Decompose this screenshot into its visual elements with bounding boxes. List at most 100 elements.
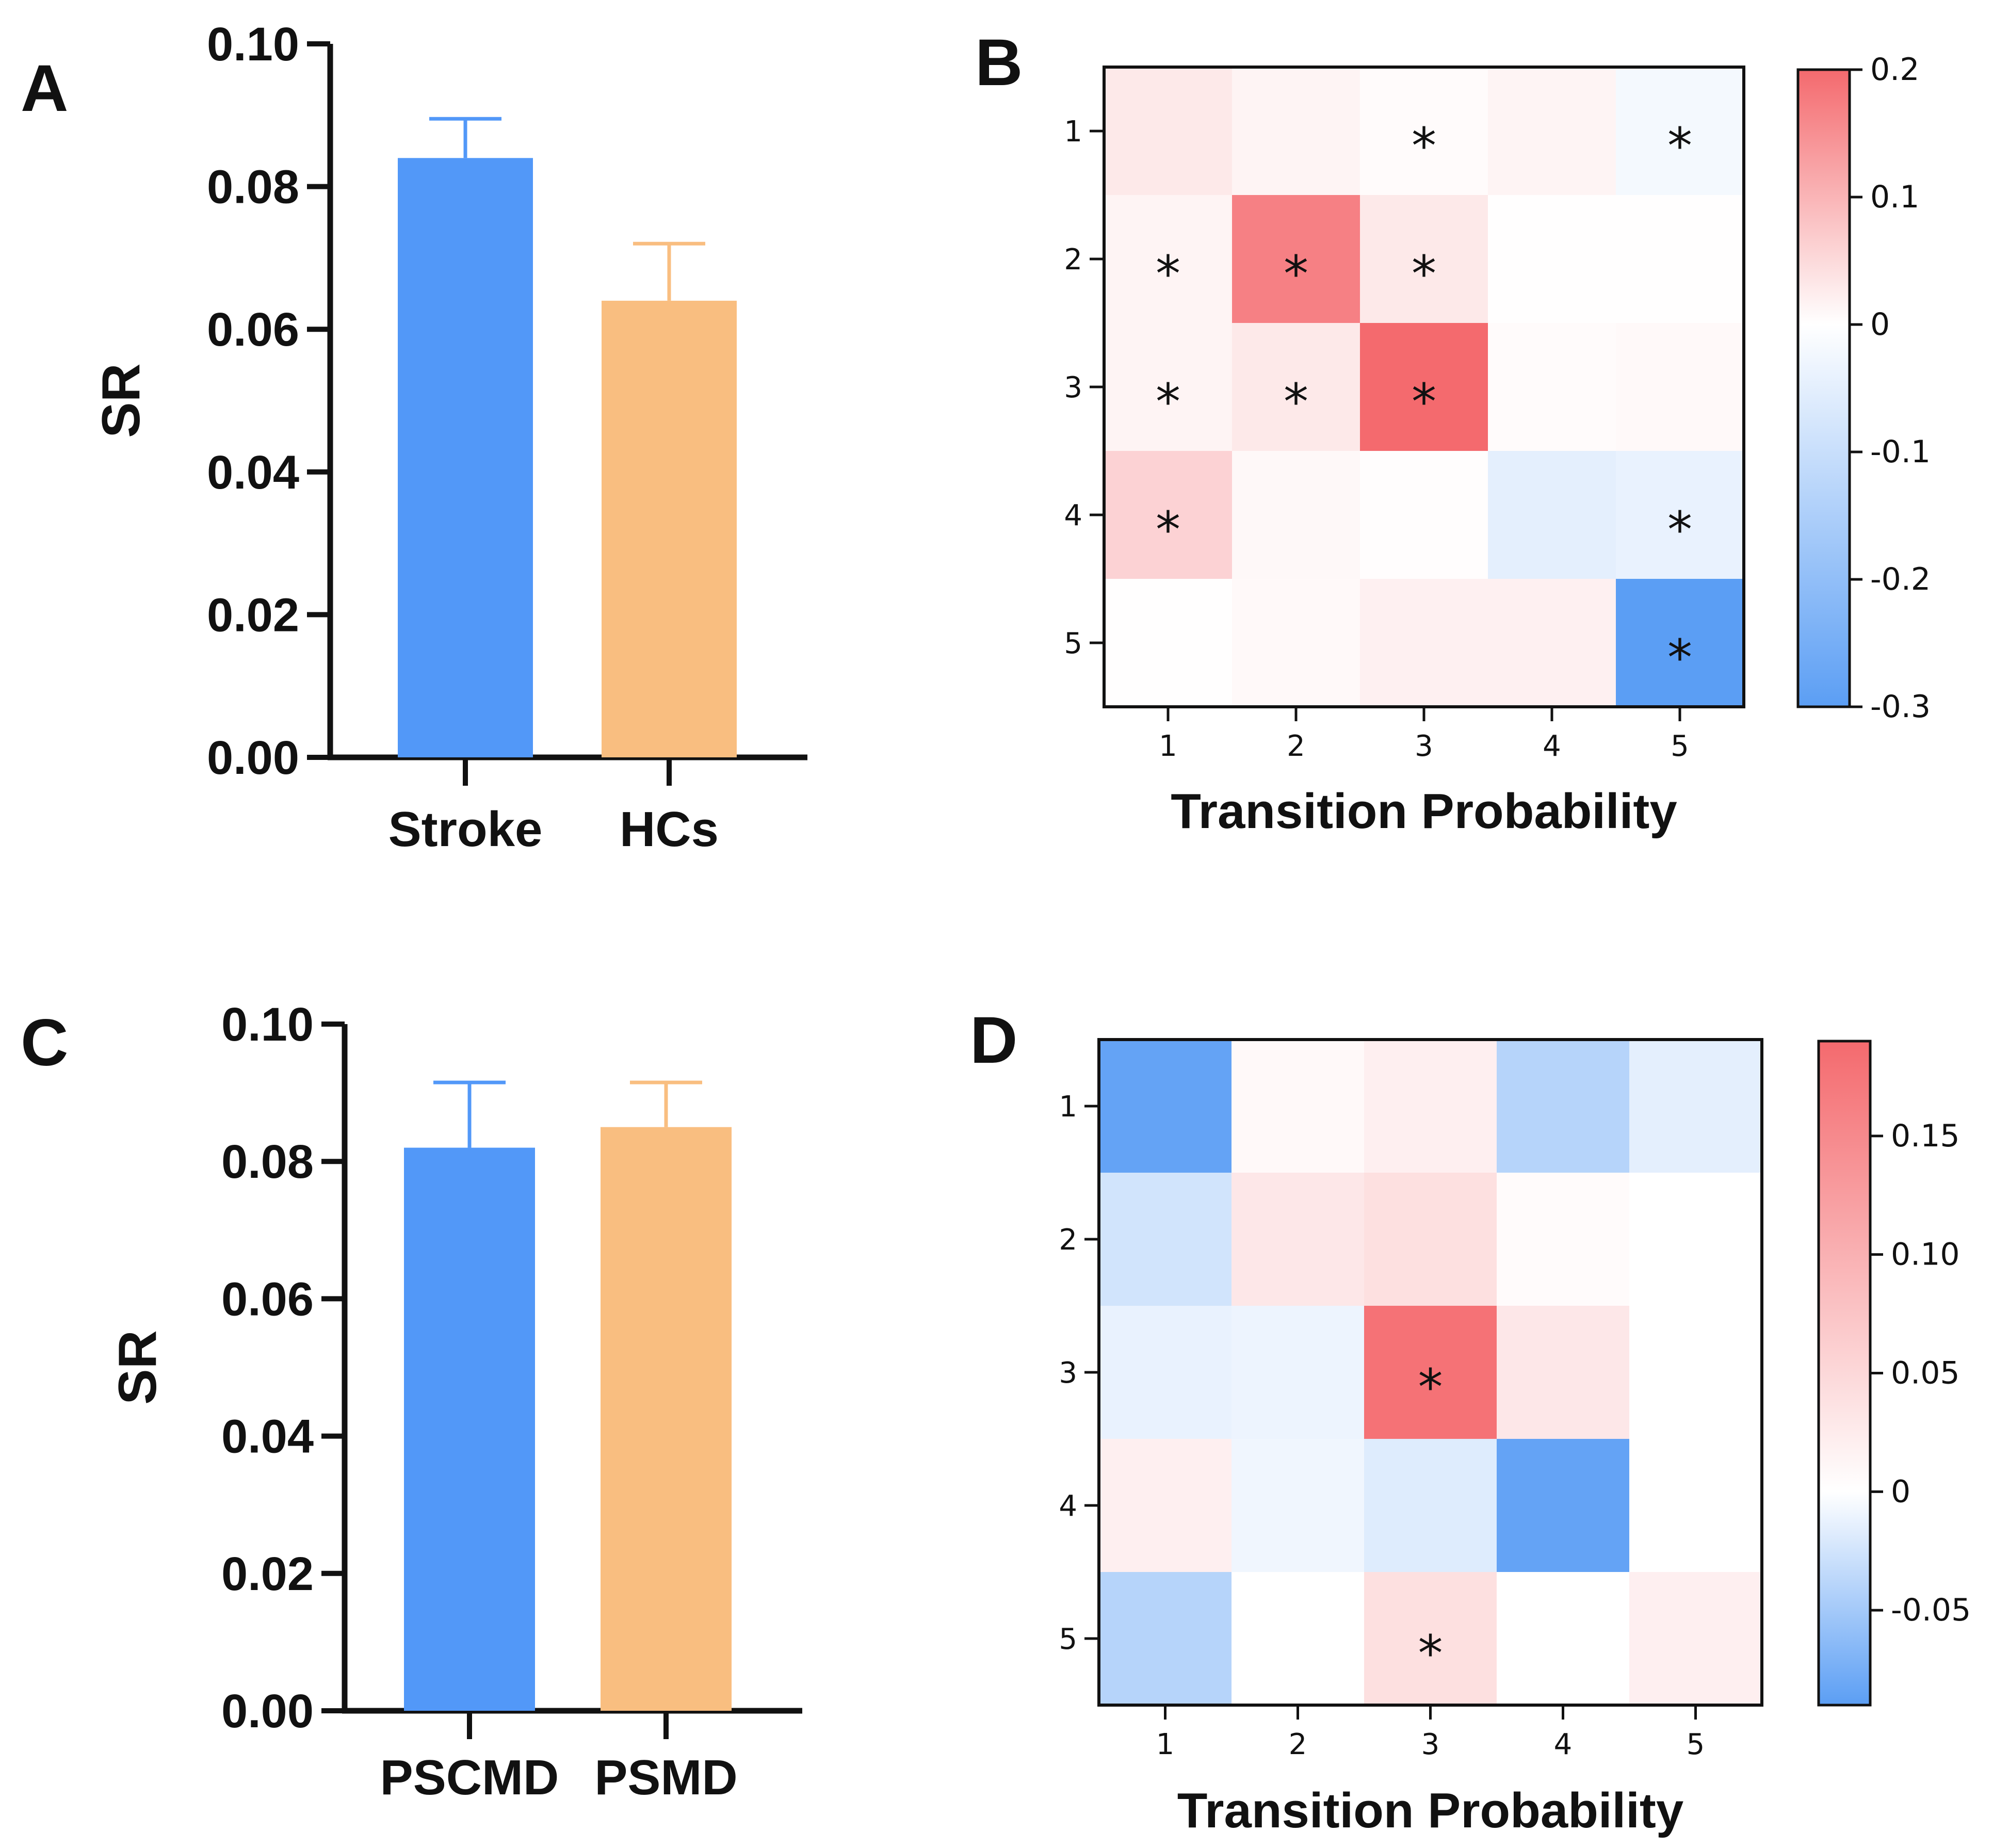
bar-psmd: [601, 1127, 732, 1711]
x-axis-title: Transition Probability: [1171, 784, 1677, 839]
heatmap-cell-r3-c5: [1629, 1306, 1762, 1439]
row-tick-label: 2: [1059, 1223, 1077, 1257]
heatmap-cell-r4-c2: [1232, 451, 1360, 579]
heatmap-cell-r2-c2: [1232, 195, 1360, 323]
heatmap-cell-r3-c2: [1232, 1306, 1365, 1439]
heatmap-cell-r2-c1: [1099, 1173, 1232, 1306]
y-tick-label: 0.04: [207, 446, 299, 499]
y-tick-label: 0.02: [221, 1548, 314, 1600]
heatmap-cell-r3-c4: [1497, 1306, 1630, 1439]
heatmap-cell-r2-c4: [1497, 1173, 1630, 1306]
heatmap-cell-r4-c3: [1364, 1439, 1497, 1573]
heatmap-cell-r1-c4: [1497, 1040, 1630, 1173]
colorbar-tick-label: 0.2: [1870, 52, 1919, 88]
panel-label-b: B: [975, 26, 1023, 100]
heatmap-cell-r5-c4: [1497, 1572, 1630, 1706]
significance-marker: *: [1284, 373, 1308, 431]
significance-marker: *: [1418, 1625, 1443, 1682]
row-tick-label: 1: [1064, 115, 1082, 149]
x-tick-label: PSCMD: [380, 1750, 559, 1805]
heatmap-cell-r1-c1: [1099, 1040, 1232, 1173]
col-tick-label: 2: [1287, 730, 1305, 763]
significance-marker: *: [1412, 245, 1436, 303]
panel-b-heatmap: * * * * * * * * * * * 1 2 3 4 5 1 2 3 4 5 Transition Probabil…: [1064, 52, 1931, 839]
heatmap-cell-r3-c3: [1364, 1306, 1497, 1439]
colorbar-tick-label: 0.05: [1891, 1355, 1960, 1391]
heatmap-cell-r3-c2: [1232, 323, 1360, 451]
y-axis-title: SR: [91, 363, 151, 437]
significance-marker: *: [1667, 501, 1692, 559]
colorbar-tick-label: 0: [1891, 1473, 1910, 1510]
y-tick-label: 0.00: [207, 732, 299, 784]
col-tick-label: 3: [1415, 730, 1433, 763]
bar-hcs: [602, 300, 737, 757]
colorbar-tick-label: -0.2: [1870, 561, 1931, 597]
heatmap-cell-r3-c1: [1099, 1306, 1232, 1439]
row-tick-label: 4: [1064, 499, 1082, 532]
significance-marker: *: [1667, 117, 1692, 175]
col-tick-label: 4: [1554, 1728, 1573, 1761]
heatmap-cell-r1-c2: [1232, 1040, 1365, 1173]
col-tick-label: 4: [1543, 730, 1561, 763]
colorbar: [1817, 1040, 1872, 1707]
bar-pscmd: [404, 1147, 535, 1711]
col-tick-label: 5: [1671, 730, 1689, 763]
heatmap-cell-r4-c3: [1360, 451, 1488, 579]
colorbar-tick-label: -0.3: [1870, 689, 1931, 725]
y-tick-label: 0.08: [207, 161, 299, 214]
heatmap-cell-r4-c2: [1232, 1439, 1365, 1573]
y-tick-label: 0.04: [221, 1411, 314, 1463]
heatmap-cell-r5-c4: [1488, 579, 1616, 707]
colorbar-tick-label: -0.05: [1891, 1592, 1971, 1628]
heatmap-cell-r3-c4: [1488, 323, 1616, 451]
col-tick-label: 1: [1159, 730, 1177, 763]
panel-label-a: A: [21, 52, 68, 125]
panel-c-bar-chart: 0.00 0.02 0.04 0.06 0.08 0.10 SR PSCMD PSMD: [108, 998, 802, 1805]
heatmap-cell-r5-c1: [1104, 579, 1233, 707]
y-tick-label: 0.06: [207, 303, 299, 356]
x-tick-label: PSMD: [594, 1750, 737, 1805]
row-tick-label: 2: [1064, 243, 1082, 277]
significance-marker: *: [1418, 1358, 1443, 1416]
colorbar-tick-label: 0: [1870, 306, 1890, 343]
heatmap-cell-r2-c5: [1629, 1173, 1762, 1306]
panel-a-bar-chart: 0.00 0.02 0.04 0.06 0.08 0.10 SR Stroke HCs: [91, 18, 807, 857]
colorbar: [1796, 68, 1851, 708]
heatmap-cell-r4-c4: [1488, 451, 1616, 579]
significance-marker: *: [1156, 501, 1180, 559]
y-tick-label: 0.10: [207, 18, 299, 71]
colorbar-tick-label: 0.1: [1870, 179, 1919, 215]
y-axis-title: SR: [108, 1330, 168, 1404]
heatmap-cell-r2-c4: [1488, 195, 1616, 323]
heatmap-cell-r5-c3: [1360, 579, 1488, 707]
panel-label-d: D: [970, 1003, 1017, 1077]
heatmap-cell-r5-c5: [1629, 1572, 1762, 1706]
heatmap-cell-r2-c1: [1104, 195, 1233, 323]
heatmap-cell-r5-c2: [1232, 1572, 1365, 1706]
significance-marker: *: [1156, 245, 1180, 303]
col-tick-label: 5: [1687, 1728, 1705, 1761]
row-tick-label: 3: [1064, 371, 1082, 404]
row-tick-label: 5: [1064, 627, 1082, 660]
panel-label-c: C: [21, 1006, 68, 1080]
y-tick-label: 0.06: [221, 1273, 314, 1325]
colorbar-tick-label: -0.1: [1870, 434, 1931, 470]
heatmap-cell-r2-c2: [1232, 1173, 1365, 1306]
heatmap-cell-r4-c1: [1104, 451, 1233, 579]
heatmap-cell-r2-c3: [1360, 195, 1488, 323]
heatmap-cell-r1-c1: [1104, 67, 1233, 196]
significance-marker: *: [1412, 373, 1436, 431]
heatmap-cell-r1-c3: [1364, 1040, 1497, 1173]
heatmap-cell-r4-c1: [1099, 1439, 1232, 1573]
colorbar-tick-label: 0.10: [1891, 1237, 1960, 1273]
heatmap-cell-r1-c2: [1232, 67, 1360, 196]
heatmap-cell-r1-c5: [1616, 67, 1744, 196]
heatmap-cell-r1-c4: [1488, 67, 1616, 196]
significance-marker: *: [1412, 117, 1436, 175]
significance-marker: *: [1284, 245, 1308, 303]
x-axis-title: Transition Probability: [1177, 1783, 1683, 1838]
col-tick-label: 2: [1289, 1728, 1307, 1761]
heatmap-cell-r3-c5: [1616, 323, 1744, 451]
